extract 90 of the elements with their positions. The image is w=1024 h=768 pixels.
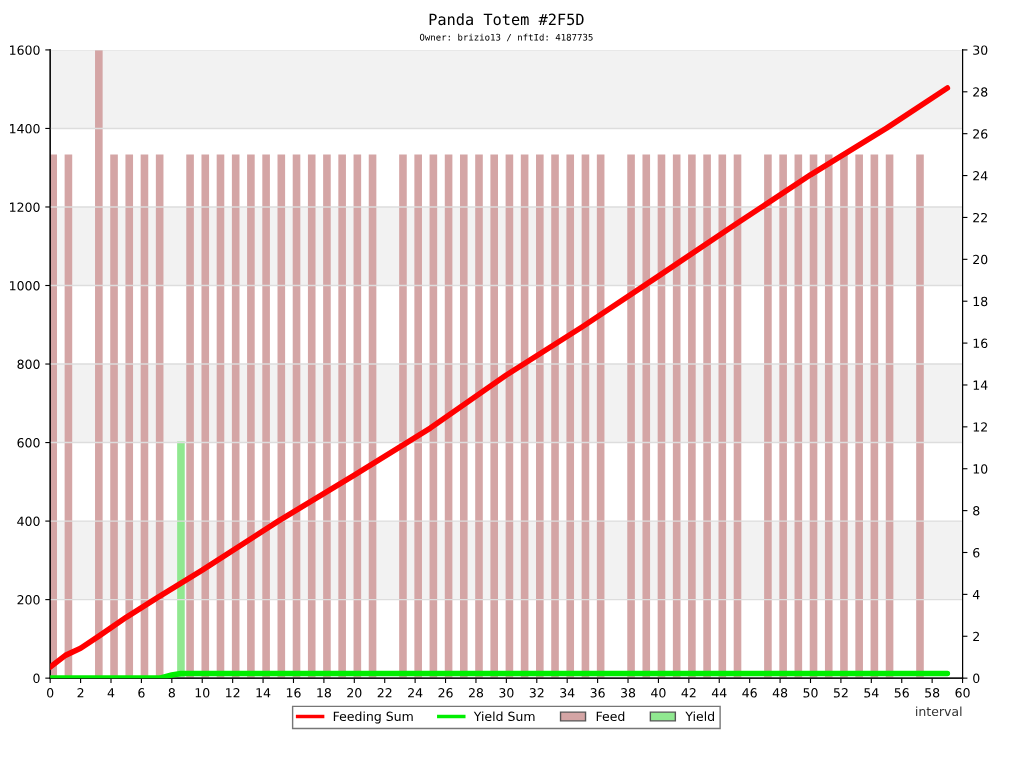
x-tick-label: 0 <box>47 688 54 698</box>
y2-tick-label: 18 <box>973 296 988 307</box>
bar <box>840 154 848 679</box>
x-tick-label: 50 <box>803 688 818 698</box>
y2-tick-label: 2 <box>973 631 979 642</box>
chart-title: Panda Totem #2F5D <box>429 13 584 26</box>
bar <box>186 154 194 679</box>
bar <box>779 154 787 679</box>
y-tick-label: 600 <box>17 438 40 448</box>
x-tick-label: 26 <box>438 688 453 698</box>
x-tick-label: 8 <box>168 688 175 698</box>
x-tick-label: 12 <box>226 688 240 698</box>
bar <box>703 154 711 679</box>
bar <box>323 154 331 679</box>
y2-tick-label: 0 <box>973 673 980 684</box>
y2-tick-label: 26 <box>973 129 988 139</box>
x-tick-label: 16 <box>286 688 301 698</box>
chart-subtitle: Owner: brizio13 / nftId: 4187735 <box>419 33 593 42</box>
bar <box>566 154 575 679</box>
x-tick-label: 24 <box>408 688 423 698</box>
y2-tick-label: 8 <box>973 506 980 516</box>
bar <box>916 154 924 679</box>
x-tick-label: 6 <box>138 688 145 698</box>
x-tick-label: 54 <box>864 688 879 698</box>
bar <box>627 154 635 679</box>
x-tick-label: 42 <box>681 688 696 698</box>
x-tick-label: 52 <box>833 688 848 698</box>
y2-tick-label: 12 <box>973 422 987 432</box>
y2-tick-label: 28 <box>973 87 988 97</box>
x-tick-label: 14 <box>256 688 271 698</box>
bar <box>201 154 210 679</box>
x-tick-label: 46 <box>742 688 757 698</box>
x-tick-label: 4 <box>107 688 115 698</box>
bar <box>764 154 772 679</box>
bar <box>824 154 833 679</box>
bar <box>177 441 185 679</box>
x-tick-label: 32 <box>529 688 544 698</box>
bar <box>688 154 696 679</box>
bar <box>262 154 270 679</box>
y2-tick-label: 10 <box>973 464 988 474</box>
x-tick-label: 22 <box>377 688 392 698</box>
x-tick-label: 56 <box>894 688 909 698</box>
bar <box>718 154 727 679</box>
bar <box>490 154 498 679</box>
y2-tick-label: 6 <box>973 547 980 558</box>
x-tick-label: 58 <box>925 688 940 698</box>
legend-label: Yield <box>685 711 714 722</box>
x-tick-label: 44 <box>711 688 727 698</box>
bar <box>536 154 544 679</box>
legend-label: Feed <box>596 711 625 722</box>
bar <box>551 154 559 679</box>
y2-tick-label: 22 <box>973 212 987 223</box>
x-axis-title: interval <box>916 706 962 717</box>
y-tick-label: 800 <box>17 359 40 369</box>
y-tick-label: 1200 <box>10 202 40 212</box>
bar <box>399 154 407 679</box>
y2-tick-label: 30 <box>973 45 988 55</box>
bar <box>307 154 316 679</box>
y-tick-label: 1000 <box>10 280 40 291</box>
x-tick-label: 40 <box>651 688 666 698</box>
x-tick-label: 10 <box>195 688 210 698</box>
y2-tick-label: 20 <box>973 254 988 265</box>
legend-label: Feeding Sum <box>333 711 413 724</box>
x-tick-label: 2 <box>77 688 84 698</box>
bar <box>855 154 863 679</box>
bar <box>414 154 422 679</box>
legend-label: Yield Sum <box>473 711 535 722</box>
y-tick-label: 200 <box>17 595 40 605</box>
x-tick-label: 20 <box>347 688 362 698</box>
y2-tick-label: 16 <box>973 338 988 349</box>
x-tick-label: 38 <box>621 688 636 698</box>
bar <box>247 154 255 679</box>
y-tick-label: 400 <box>17 516 40 527</box>
y2-tick-label: 24 <box>973 171 988 181</box>
y-tick-label: 1600 <box>10 45 40 55</box>
x-tick-label: 18 <box>317 688 331 698</box>
x-tick-label: 36 <box>590 688 605 698</box>
bar <box>459 154 468 679</box>
x-tick-label: 28 <box>468 688 484 698</box>
y-tick-label: 1400 <box>10 123 40 134</box>
y2-tick-label: 14 <box>973 380 988 390</box>
y-tick-label: 0 <box>33 673 40 684</box>
bar <box>642 154 651 679</box>
x-tick-label: 34 <box>560 688 575 698</box>
x-tick-label: 60 <box>955 688 970 698</box>
bar <box>475 154 483 679</box>
x-tick-label: 30 <box>499 688 514 698</box>
x-tick-label: 48 <box>772 688 788 698</box>
y2-tick-label: 4 <box>972 590 980 600</box>
bar <box>338 154 346 679</box>
